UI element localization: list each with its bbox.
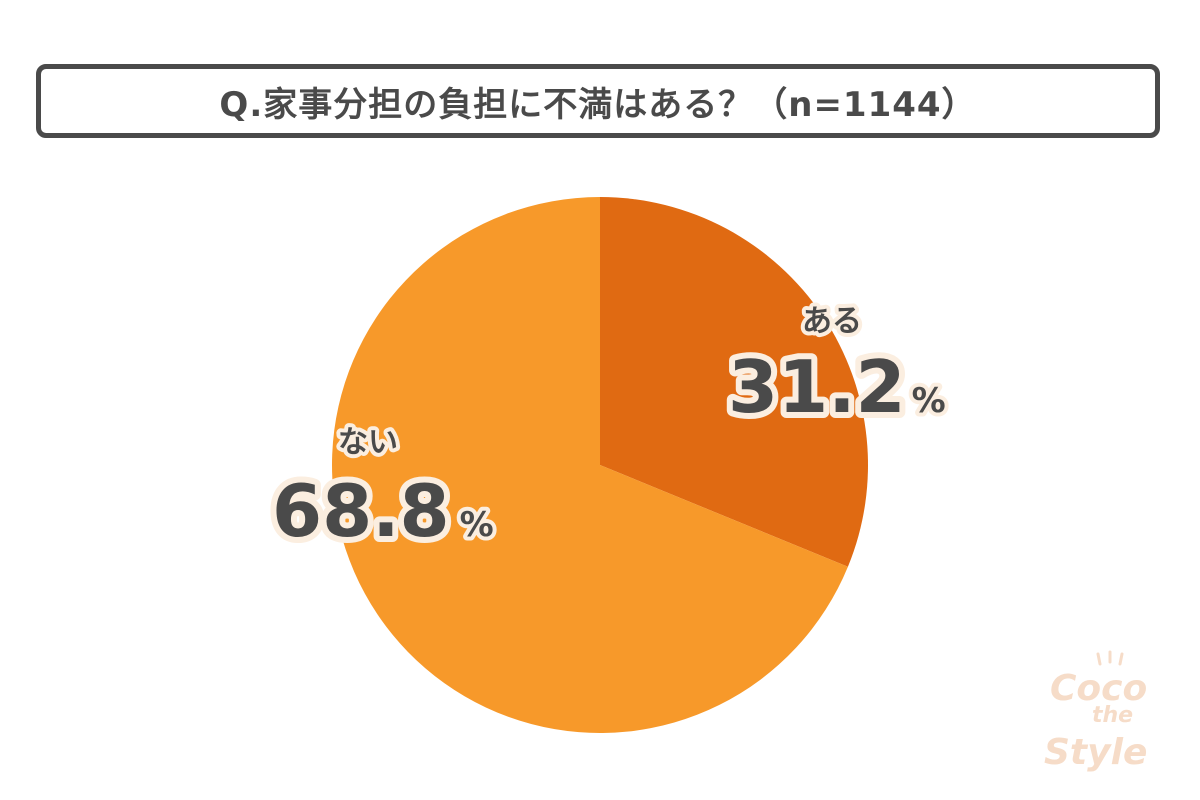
slice-label-nai-value: 68.8 <box>272 469 450 553</box>
slice-label-nai-name: ない <box>338 425 398 460</box>
slice-label-aru: ある 31.2% <box>722 300 950 435</box>
slice-label-aru-unit: % <box>912 381 946 421</box>
logo-text-line-1: Coco <box>1050 668 1147 709</box>
slice-label-nai-unit: % <box>460 505 494 545</box>
pie-slices <box>331 197 868 734</box>
slice-label-nai: ない 68.8% <box>266 421 498 559</box>
slice-label-aru-value-group: 31.2% <box>728 345 946 429</box>
logo-sparkle-icon <box>1096 650 1124 666</box>
question-title-box: Q.家事分担の負担に不満はある？（n=1144） <box>36 64 1160 138</box>
coco-the-style-logo: Coco the Style <box>1044 650 1147 773</box>
slice-label-nai-value-group: 68.8% <box>272 469 494 553</box>
chart-title: Q.家事分担の負担に不満はある？（n=1144） <box>219 84 977 125</box>
pie-slice-0 <box>600 197 868 567</box>
slice-label-aru-value: 31.2 <box>728 345 906 429</box>
logo-text-line-2: the <box>1092 703 1133 728</box>
pie-slice-1 <box>331 197 848 734</box>
slice-label-aru-name: ある <box>802 304 862 339</box>
logo-text-line-3: Style <box>1044 732 1147 773</box>
